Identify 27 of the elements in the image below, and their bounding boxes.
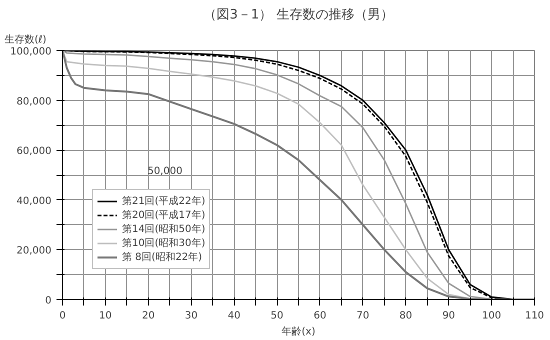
x-tick-label: 60 [314, 310, 326, 322]
legend-label: 第20回(平成17年) [122, 208, 206, 222]
x-axis-title: 年齢(x) [282, 326, 316, 338]
y-tick-label: 20,000 [16, 246, 52, 257]
y-axis-title: 生存数(ℓ) [4, 34, 47, 46]
y-tick-label: 80,000 [16, 96, 52, 108]
x-tick-label: 0 [59, 310, 66, 322]
chart-title: （図3－1） 生存数の推移（男） [204, 8, 394, 22]
legend-label: 第10回(昭和30年) [122, 236, 206, 250]
x-tick-label: 80 [399, 310, 412, 322]
x-tick-label: 100 [482, 310, 502, 322]
x-tick-label: 10 [99, 310, 112, 322]
x-tick-label: 30 [184, 310, 198, 322]
legend-label: 第14回(昭和50年) [122, 222, 206, 236]
x-tick-label: 110 [524, 310, 544, 322]
legend-label: 第21回(平成22年) [122, 194, 206, 208]
y-tick-label: 0 [45, 296, 52, 306]
y-tick-label: 60,000 [16, 146, 52, 158]
x-tick-label: 40 [228, 310, 241, 322]
x-tick-label: 20 [142, 310, 155, 322]
x-tick-label: 50 [270, 310, 284, 322]
x-tick-label: 90 [442, 310, 456, 322]
x-tick-label: 70 [356, 310, 370, 322]
annotation: 50,000 [147, 166, 182, 178]
legend-label: 第 8回(昭和22年) [122, 250, 202, 264]
y-tick-label: 40,000 [16, 196, 52, 207]
y-tick-label: 100,000 [10, 46, 52, 58]
